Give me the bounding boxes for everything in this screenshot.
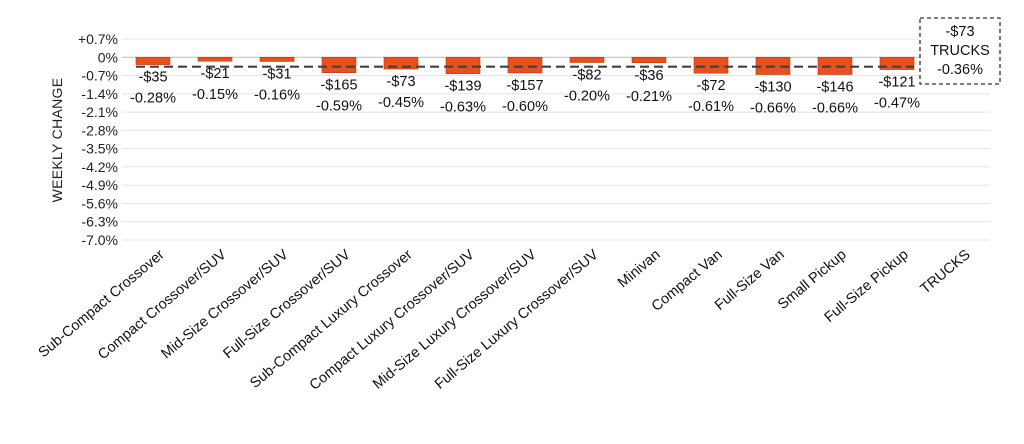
y-axis: +0.7% 0% -0.7% -1.4% -2.1% -2.8% -3.5% -4.2% -4.…: [78, 31, 118, 248]
y-tick-label: -0.7%: [81, 68, 118, 84]
bar-dollar-label: -$73: [386, 74, 415, 90]
bar: [383, 56, 419, 70]
trucks-annotation-label: TRUCKS: [930, 43, 990, 59]
bar-percent-label: -0.59%: [316, 99, 362, 115]
bar-percent-label: -0.61%: [688, 99, 734, 115]
y-tick-label: +0.7%: [78, 31, 118, 47]
gridlines: [122, 38, 990, 241]
trucks-annotation-box: [919, 17, 1001, 85]
x-tick-label: TRUCKS: [918, 247, 974, 298]
y-tick-label: -7.0%: [81, 232, 118, 248]
y-tick-label: -5.6%: [81, 195, 118, 211]
bar: [197, 56, 233, 62]
bar-dollar-label: -$21: [200, 66, 229, 82]
bar: [321, 56, 357, 73]
bar-dollar-label: -$36: [634, 68, 663, 84]
bar: [631, 56, 667, 64]
bar: [569, 56, 605, 63]
bars: [135, 56, 915, 75]
data-labels: -$35 -0.28% -$21 -0.15% -$31 -0.16% -$165 -0.59…: [130, 66, 920, 116]
bar-dollar-label: -$31: [262, 66, 291, 82]
bar-dollar-label: -$157: [506, 78, 543, 94]
bar-percent-label: -0.28%: [130, 91, 176, 107]
bar-dollar-label: -$121: [878, 75, 915, 91]
bar: [507, 56, 543, 74]
bar-percent-label: -0.60%: [502, 99, 548, 115]
y-tick-label: -6.3%: [81, 214, 118, 230]
bar: [445, 56, 481, 75]
y-tick-label: -1.4%: [81, 86, 118, 102]
y-tick-label: -3.5%: [81, 141, 118, 157]
y-axis-label: WEEKLY CHANGE: [49, 78, 65, 203]
bar-percent-label: -0.47%: [874, 96, 920, 112]
bar-dollar-label: -$35: [138, 70, 167, 86]
x-tick-label: Sub-Compact Crossover: [36, 247, 168, 361]
trucks-annotation-percent: -0.36%: [937, 62, 983, 78]
bar: [879, 56, 915, 70]
bar-dollar-label: -$165: [320, 78, 357, 94]
bar-dollar-label: -$130: [754, 80, 791, 96]
y-tick-label: 0%: [98, 49, 118, 65]
y-tick-label: -4.9%: [81, 177, 118, 193]
bar: [135, 56, 171, 65]
bar-percent-label: -0.45%: [378, 95, 424, 111]
trucks-annotation: -$73 TRUCKS -0.36%: [919, 17, 1001, 85]
bar-percent-label: -0.20%: [564, 88, 610, 104]
bar-percent-label: -0.21%: [626, 89, 672, 105]
bar-percent-label: -0.15%: [192, 87, 238, 103]
bar-dollar-label: -$82: [572, 67, 601, 83]
bar-percent-label: -0.16%: [254, 87, 300, 103]
bar-percent-label: -0.66%: [750, 101, 796, 117]
bar-dollar-label: -$72: [696, 78, 725, 94]
bar-percent-label: -0.63%: [440, 100, 486, 116]
bar: [259, 56, 295, 62]
y-tick-label: -2.1%: [81, 104, 118, 120]
trucks-annotation-dollar: -$73: [945, 24, 974, 40]
y-tick-label: -2.8%: [81, 122, 118, 138]
y-tick-label: -4.2%: [81, 159, 118, 175]
bar-dollar-label: -$139: [444, 79, 481, 95]
bar: [693, 56, 729, 74]
bar-percent-label: -0.66%: [812, 101, 858, 117]
x-tick-label: Minivan: [615, 247, 664, 291]
bar-dollar-label: -$146: [816, 80, 853, 96]
